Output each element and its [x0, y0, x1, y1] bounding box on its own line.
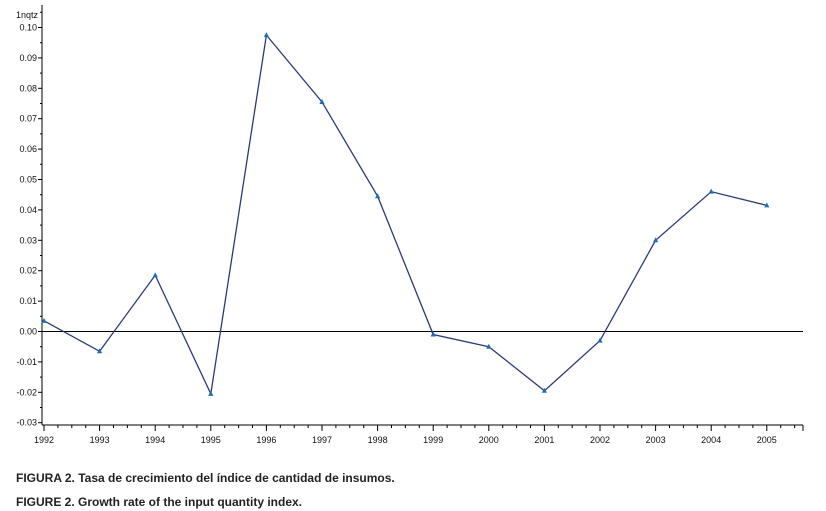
- y-tick-label: 0.03: [19, 235, 37, 245]
- y-tick-label: 0.05: [19, 175, 37, 185]
- data-point-marker: [653, 237, 659, 243]
- x-tick-label: 1992: [34, 435, 54, 445]
- figure-caption-spanish: FIGURA 2. Tasa de crecimiento del índice…: [16, 471, 395, 485]
- x-tick-label: 2000: [479, 435, 499, 445]
- y-tick-label: 0.06: [19, 144, 37, 154]
- x-tick-label: 2003: [646, 435, 666, 445]
- data-point-marker: [430, 331, 436, 337]
- data-point-marker: [708, 188, 714, 194]
- data-point-marker: [597, 337, 603, 343]
- x-tick-label: 2002: [590, 435, 610, 445]
- x-tick-label: 1995: [201, 435, 221, 445]
- data-point-marker: [41, 317, 47, 323]
- data-point-marker: [486, 343, 492, 349]
- data-point-marker: [152, 272, 158, 278]
- data-point-marker: [764, 202, 770, 208]
- y-tick-label: 0.09: [19, 53, 37, 63]
- x-tick-label: 2005: [757, 435, 777, 445]
- chart-axes: [41, 5, 803, 426]
- chart-marks: [41, 32, 770, 397]
- data-point-marker: [208, 390, 214, 396]
- x-tick-label: 1996: [256, 435, 276, 445]
- y-tick-label: 0.01: [19, 296, 37, 306]
- y-tick-label: 0.04: [19, 205, 37, 215]
- y-tick-label: -0.01: [16, 357, 37, 367]
- x-tick-label: 1994: [145, 435, 165, 445]
- data-point-marker: [319, 98, 325, 104]
- y-tick-label: 0.02: [19, 266, 37, 276]
- data-point-marker: [97, 348, 103, 354]
- y-tick-label: 0.10: [19, 23, 37, 33]
- x-tick-label: 2001: [534, 435, 554, 445]
- y-tick-label: 0.08: [19, 83, 37, 93]
- x-tick-label: 1997: [312, 435, 332, 445]
- line-chart: 0.10 0.09 0.08 0.07 0.06 0.05 0.04 0.03 0.02 0.01…: [16, 5, 804, 445]
- x-tick-label: 1993: [90, 435, 110, 445]
- y-tick-label: -0.03: [16, 418, 37, 428]
- x-tick-label: 2004: [701, 435, 721, 445]
- data-point-marker: [263, 32, 269, 38]
- y-axis-label: 1nqtz: [16, 10, 39, 20]
- x-tick-label: 1999: [423, 435, 443, 445]
- y-tick-label: -0.02: [16, 387, 37, 397]
- y-tick-label: 0.00: [19, 327, 37, 337]
- x-tick-label: 1998: [368, 435, 388, 445]
- chart-ticks: 0.10 0.09 0.08 0.07 0.06 0.05 0.04 0.03 0.02 0.01…: [16, 11, 804, 445]
- series-line: [43, 33, 767, 397]
- data-point-marker: [375, 193, 381, 199]
- y-tick-label: 0.07: [19, 114, 37, 124]
- figure-caption-english: FIGURE 2. Growth rate of the input quant…: [16, 495, 303, 509]
- data-point-marker: [541, 387, 547, 393]
